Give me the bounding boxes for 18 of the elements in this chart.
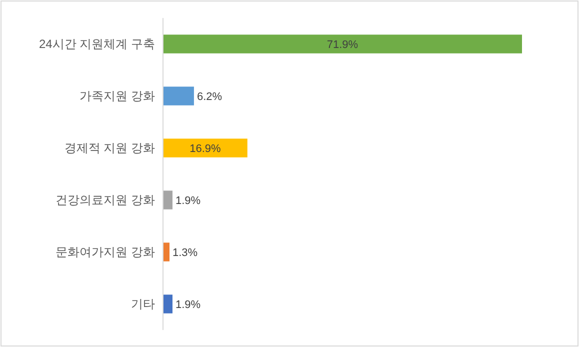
- data-label: 71.9%: [326, 39, 358, 51]
- bar: [163, 242, 170, 262]
- data-label: 16.9%: [190, 143, 221, 155]
- bar: [163, 294, 172, 314]
- data-label: 1.9%: [175, 299, 201, 311]
- data-label: 6.2%: [196, 91, 222, 103]
- data-label: 1.9%: [175, 195, 201, 207]
- y-tick-label: 기타: [131, 297, 155, 311]
- y-tick-label: 가족지원 강화: [80, 89, 155, 103]
- y-tick-label: 건강의료지원 강화: [56, 193, 155, 207]
- data-label: 1.3%: [172, 247, 198, 259]
- bar: [163, 86, 194, 106]
- y-tick-label: 문화여가지원 강화: [56, 245, 155, 259]
- bar: [163, 138, 248, 158]
- bar: [163, 34, 522, 54]
- bar: [163, 190, 172, 210]
- y-tick-label: 24시간 지원체계 구축: [38, 37, 155, 51]
- y-tick-label: 경제적 지원 강화: [64, 141, 155, 155]
